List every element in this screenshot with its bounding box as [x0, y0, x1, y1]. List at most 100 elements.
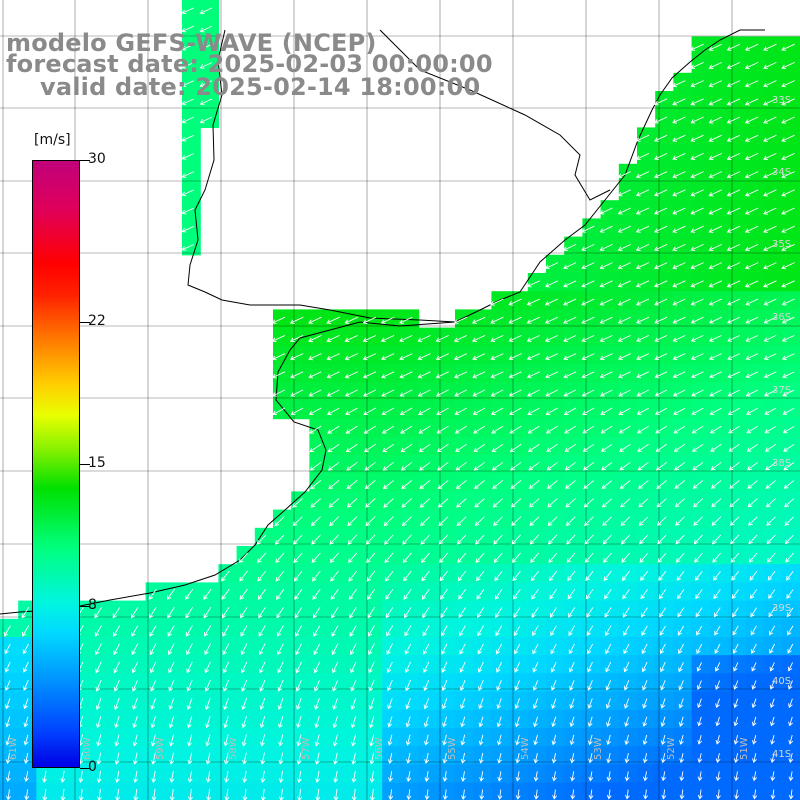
- wind-arrow: [96, 752, 102, 765]
- wind-arrows: [3, 7, 795, 800]
- wind-arrow: [672, 116, 686, 124]
- wind-arrow: [781, 61, 795, 70]
- wind-arrow: [691, 389, 704, 397]
- wind-cell: [728, 600, 747, 620]
- wind-cell: [618, 509, 638, 529]
- wind-arrow: [181, 62, 194, 69]
- wind-arrow: [565, 516, 576, 527]
- wind-arrow: [205, 770, 211, 783]
- latitude-label: 37S: [772, 385, 791, 396]
- wind-arrow: [4, 680, 11, 691]
- wind-arrow: [763, 316, 777, 324]
- wind-arrow: [729, 480, 740, 489]
- wind-arrow: [584, 552, 594, 563]
- wind-arrow: [679, 789, 685, 800]
- wind-arrow: [167, 625, 175, 637]
- wind-arrow: [769, 698, 775, 709]
- wind-arrow: [624, 716, 630, 728]
- wind-arrow: [733, 753, 739, 764]
- wind-arrow: [641, 607, 648, 618]
- wind-arrow: [745, 371, 759, 379]
- wind-arrow: [638, 498, 649, 508]
- wind-arrow: [751, 716, 757, 727]
- wind-arrow: [635, 280, 650, 288]
- longitude-label: 59W: [155, 737, 166, 760]
- wind-arrow: [204, 625, 212, 637]
- wind-arrow: [199, 62, 213, 69]
- wind-arrow: [204, 643, 211, 656]
- wind-arrow: [529, 498, 540, 508]
- wind-arrow: [350, 679, 357, 692]
- wind-arrow: [24, 771, 29, 783]
- wind-arrow: [624, 753, 630, 764]
- wind-arrow: [275, 552, 285, 564]
- wind-arrow: [60, 789, 66, 800]
- wind-cell: [600, 436, 620, 456]
- wind-arrow: [642, 753, 648, 764]
- wind-arrow: [533, 716, 539, 728]
- wind-arrow: [658, 570, 667, 581]
- coastline-south: [0, 321, 456, 615]
- wind-arrow: [690, 207, 704, 215]
- wind-arrow: [653, 262, 668, 270]
- colorbar-tick: [80, 605, 90, 607]
- wind-arrow: [456, 534, 467, 545]
- wind-arrow: [726, 225, 741, 233]
- wind-arrow: [653, 116, 668, 124]
- wind-arrow: [710, 480, 722, 489]
- wind-arrow: [311, 552, 321, 564]
- wind-arrow: [605, 661, 612, 673]
- wind-arrow: [708, 262, 722, 270]
- wind-arrow: [510, 480, 522, 490]
- wind-arrow: [690, 353, 704, 361]
- wind-arrow: [690, 116, 704, 124]
- wind-arrow: [187, 716, 193, 729]
- wind-arrow: [599, 225, 613, 233]
- wind-arrow: [512, 552, 521, 563]
- wind-arrow: [493, 534, 503, 545]
- wind-arrow: [747, 462, 758, 471]
- wind-arrow: [382, 443, 395, 453]
- wind-arrow: [588, 753, 594, 764]
- wind-arrow: [768, 607, 776, 618]
- wind-arrow: [385, 588, 394, 600]
- wind-arrow: [709, 425, 722, 434]
- wind-arrow: [112, 607, 121, 619]
- wind-arrow: [550, 680, 557, 691]
- wind-arrow: [365, 516, 376, 527]
- wind-arrow: [271, 353, 286, 361]
- wind-arrow: [745, 353, 759, 360]
- wind-arrow: [474, 516, 485, 527]
- wind-arrow: [420, 552, 430, 564]
- wind-arrow: [496, 734, 502, 746]
- wind-arrow: [527, 407, 540, 415]
- wind-arrow: [95, 698, 102, 711]
- wind-arrow: [348, 570, 358, 582]
- wind-arrow: [770, 753, 776, 764]
- wind-arrow: [458, 589, 467, 600]
- wind-arrow: [690, 280, 704, 288]
- wind-arrow: [586, 625, 594, 636]
- wind-arrow: [672, 298, 686, 306]
- wind-arrow: [96, 770, 102, 783]
- wind-arrow: [94, 607, 102, 619]
- wind-arrow: [546, 443, 558, 452]
- wind-arrow: [328, 461, 340, 471]
- latitude-label: 35S: [772, 239, 791, 250]
- wind-cell: [400, 509, 420, 529]
- wind-arrow: [326, 407, 340, 416]
- wind-arrow: [727, 407, 740, 415]
- wind-arrow: [747, 480, 758, 489]
- wind-arrow: [584, 516, 594, 527]
- wind-arrow: [726, 98, 741, 106]
- wind-arrow: [78, 789, 84, 800]
- wind-arrow: [581, 389, 595, 397]
- wind-arrow: [348, 588, 357, 600]
- wind-arrow: [763, 262, 777, 270]
- wind-arrow: [729, 516, 740, 526]
- wind-cell: [582, 436, 602, 456]
- wind-arrow: [366, 552, 376, 564]
- wind-arrow: [278, 752, 284, 765]
- wind-arrow: [618, 389, 631, 397]
- wind-arrow: [510, 498, 522, 508]
